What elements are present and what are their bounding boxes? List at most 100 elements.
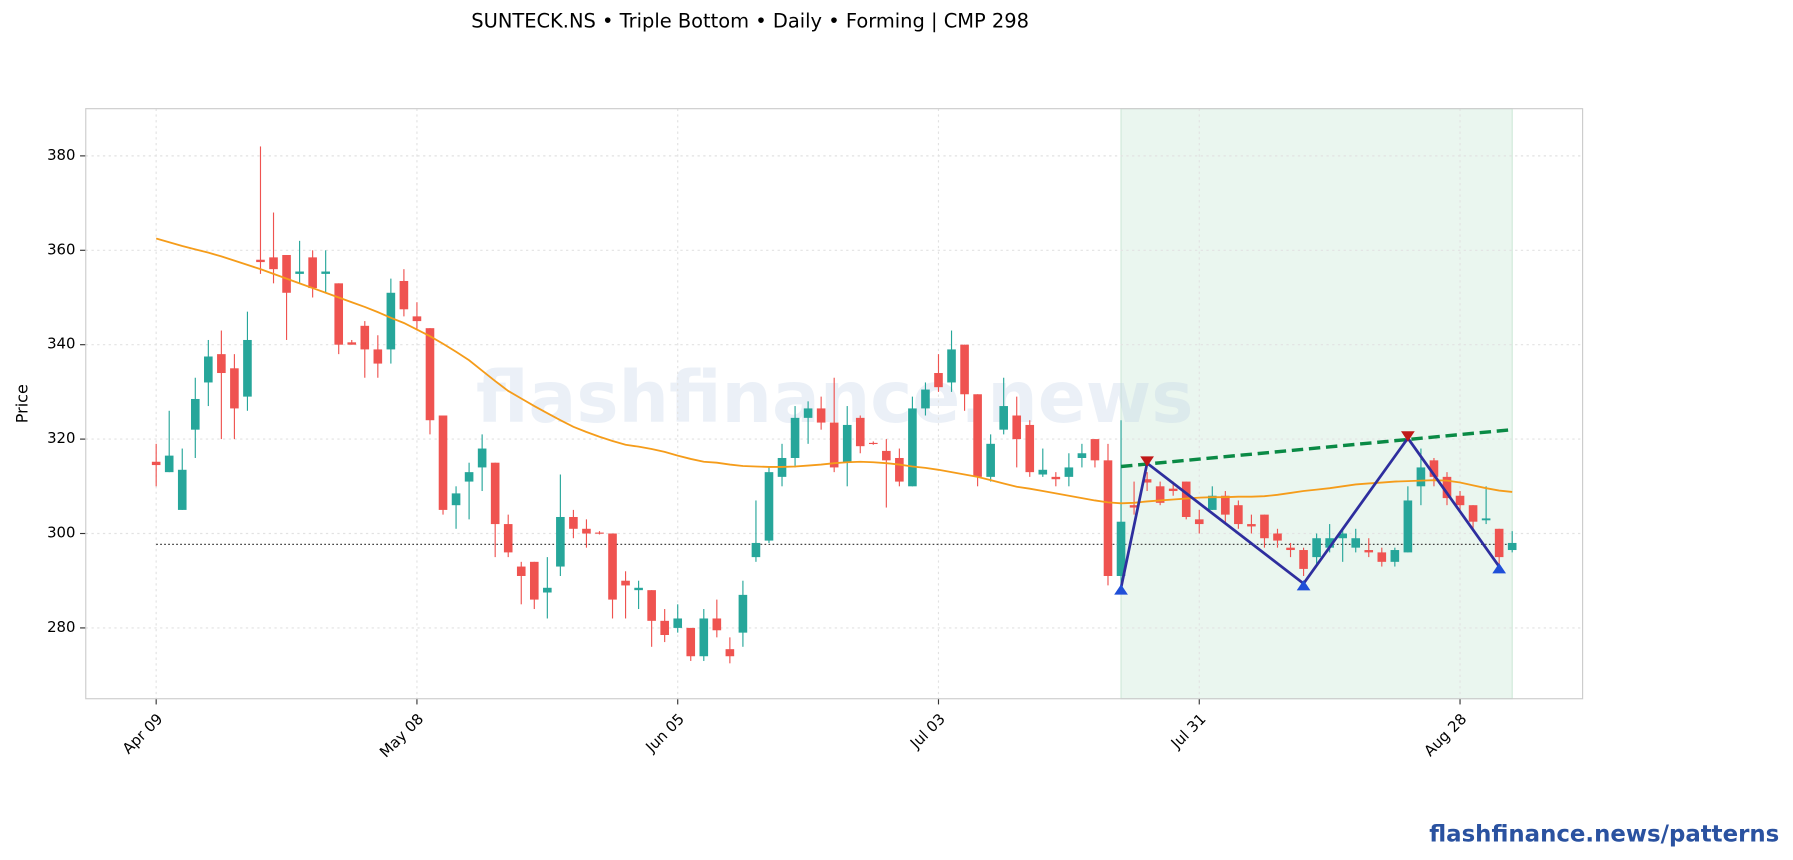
- candle-body: [321, 271, 330, 274]
- candle-body: [1260, 514, 1269, 539]
- candle-body: [373, 349, 383, 364]
- candle-body: [660, 620, 669, 635]
- candle-body: [412, 316, 422, 322]
- candle-body: [477, 448, 487, 468]
- candle-body: [882, 450, 891, 461]
- candle-body: [177, 469, 187, 510]
- candle-body: [1207, 495, 1217, 510]
- candle-body: [190, 398, 200, 430]
- resistance-line: [1120, 427, 1513, 469]
- y-tick-label: 380: [47, 146, 75, 164]
- candle-body: [164, 455, 174, 473]
- candle-body: [256, 259, 265, 263]
- moving-average: [155, 237, 1513, 505]
- candle-body: [634, 587, 643, 591]
- candle-body: [725, 649, 735, 657]
- candle-body: [1155, 486, 1165, 503]
- y-tick-label: 340: [47, 335, 75, 353]
- candle-body: [399, 280, 409, 310]
- candle-body: [934, 373, 943, 388]
- candle-body: [1168, 488, 1178, 492]
- candle-body: [1025, 424, 1035, 473]
- pattern-zone: [1120, 108, 1513, 700]
- y-tick-label: 320: [47, 429, 75, 447]
- candle-body: [1442, 476, 1452, 499]
- candle-body: [217, 354, 226, 374]
- plot-frame: [85, 108, 1584, 700]
- candle-body: [608, 533, 617, 600]
- candle-body: [790, 417, 800, 458]
- candle-body: [582, 528, 591, 534]
- candle-body: [386, 292, 396, 350]
- candle-body: [1273, 533, 1282, 541]
- x-tick-label: Jun 05: [641, 710, 688, 757]
- source-link: flashfinance.news/patterns: [1429, 821, 1779, 847]
- candle-body: [1077, 453, 1087, 458]
- candle-body: [712, 618, 722, 631]
- candle-body: [999, 406, 1008, 430]
- candle-body: [334, 283, 344, 345]
- candle-body: [1090, 439, 1100, 461]
- candle-body: [1221, 495, 1230, 515]
- candle-body: [751, 542, 761, 558]
- candle-body: [1455, 495, 1465, 506]
- candle-body: [1194, 519, 1204, 525]
- candle-body: [1494, 528, 1504, 558]
- candle-body: [347, 342, 357, 345]
- candle-body: [1247, 524, 1256, 527]
- candle-body: [464, 472, 474, 482]
- candle-body: [282, 255, 291, 293]
- peak-marker: [1401, 431, 1415, 442]
- candle-body: [1116, 521, 1126, 576]
- candle-body: [973, 394, 982, 477]
- candle-body: [921, 389, 930, 409]
- x-tick-label: Jul 31: [1167, 710, 1210, 753]
- candle-body: [556, 516, 565, 567]
- candle-body: [1051, 476, 1061, 480]
- candle-body: [699, 618, 709, 657]
- candle-body: [738, 594, 748, 633]
- candle-body: [503, 524, 513, 553]
- candle-body: [1299, 550, 1308, 569]
- y-tick-label: 360: [47, 240, 75, 258]
- trough-marker: [1114, 584, 1128, 595]
- candle-body: [269, 257, 278, 270]
- candle-body: [855, 417, 865, 447]
- candle-body: [569, 516, 578, 529]
- candle-body: [816, 408, 826, 423]
- candle-body: [516, 566, 526, 576]
- y-tick-label: 300: [47, 524, 75, 542]
- candle-body: [490, 462, 500, 525]
- candle-body: [1390, 550, 1400, 562]
- candle-body: [803, 408, 813, 418]
- y-tick-label: 280: [47, 618, 75, 636]
- candle-body: [764, 472, 774, 541]
- candle-body: [868, 442, 878, 445]
- candle-body: [295, 271, 304, 274]
- candle-body: [204, 356, 213, 383]
- candle-body: [895, 457, 904, 482]
- candle-body: [243, 339, 252, 397]
- candle-body: [230, 368, 239, 409]
- candle-body: [829, 422, 839, 468]
- candle-body: [1325, 538, 1334, 548]
- candle-body: [908, 408, 917, 487]
- candle-body: [151, 461, 161, 466]
- candle-body: [308, 257, 317, 289]
- candle-body: [1429, 460, 1439, 477]
- candle-body: [451, 493, 461, 506]
- peak-marker: [1140, 456, 1154, 467]
- chart-title: SUNTECK.NS • Triple Bottom • Daily • For…: [471, 9, 1029, 32]
- candle-body: [1507, 542, 1517, 551]
- candle-body: [673, 618, 683, 628]
- candle-body: [960, 344, 969, 395]
- x-tick-label: Apr 09: [119, 710, 167, 758]
- trough-marker: [1296, 580, 1311, 591]
- candle-body: [438, 415, 448, 510]
- candle-body: [1129, 505, 1139, 508]
- x-tick-label: Aug 28: [1420, 710, 1470, 760]
- trough-marker: [1492, 563, 1507, 574]
- candle-body: [1403, 500, 1413, 553]
- candle-body: [686, 627, 696, 657]
